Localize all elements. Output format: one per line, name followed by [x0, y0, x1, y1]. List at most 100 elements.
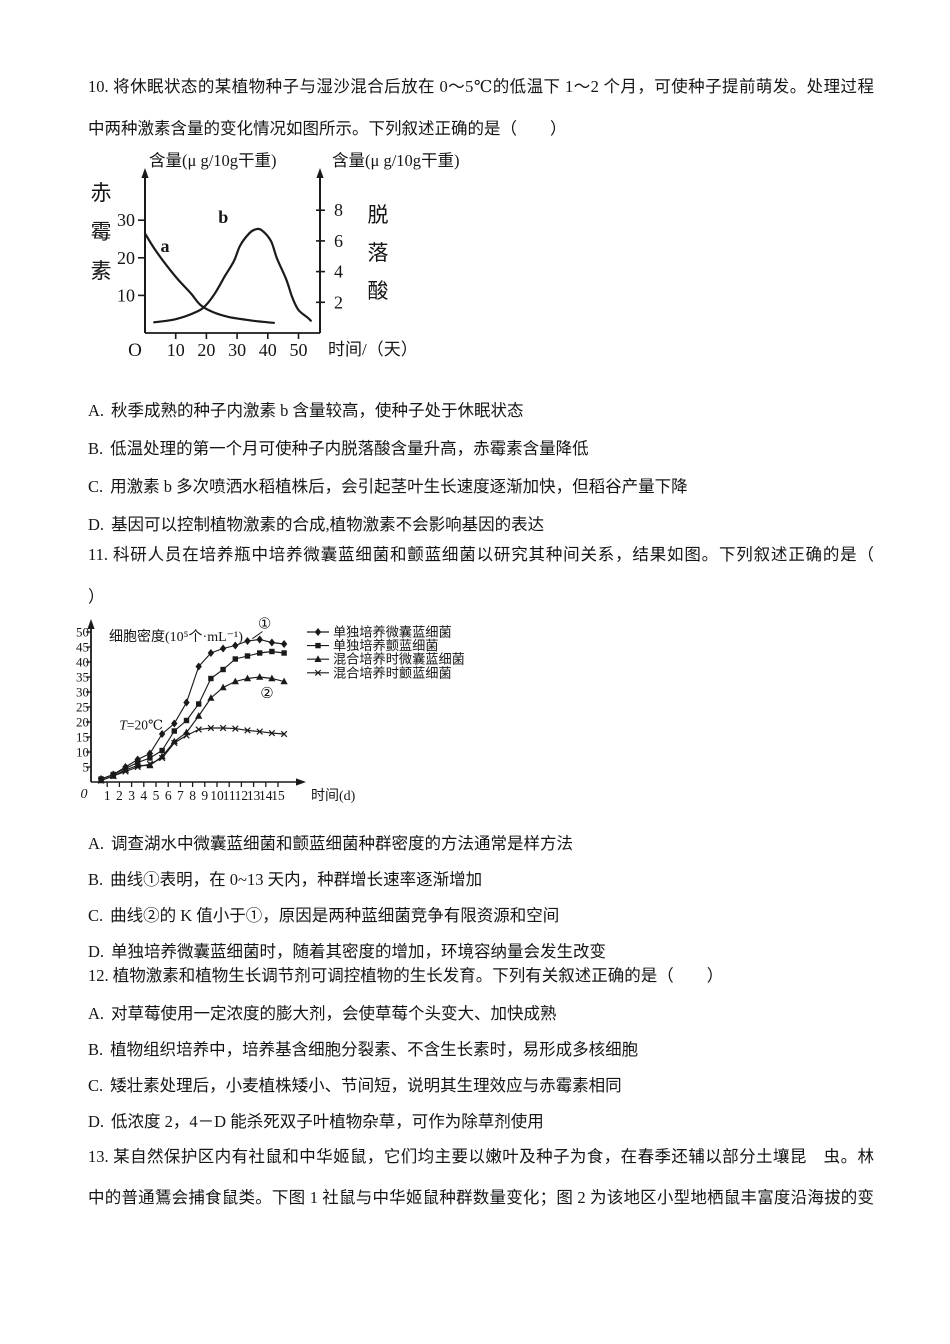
- option-text: 低浓度 2，4－D 能杀死双子叶植物杂草，可作为除草剂使用: [111, 1112, 544, 1131]
- svg-text:5: 5: [153, 788, 160, 803]
- svg-text:50: 50: [76, 625, 89, 640]
- question-10-line-1: 10. 将休眠状态的某植物种子与湿沙混合后放在 0～5℃的低温下 1～2 个月，…: [88, 77, 874, 96]
- svg-text:30: 30: [228, 340, 246, 360]
- svg-text:6: 6: [334, 231, 343, 251]
- question-13-line-2: 中的普通鵟会捕食鼠类。下图 1 社鼠与中华姬鼠种群数量变化；图 2 为该地区小型…: [88, 1188, 874, 1207]
- svg-text:赤: 赤: [91, 181, 112, 205]
- svg-text:酸: 酸: [368, 279, 389, 303]
- option-10-b: B. 低温处理的第一个月可使种子内脱落酸含量升高，赤霉素含量降低: [88, 430, 874, 468]
- option-11-a: A. 调查湖水中微囊蓝细菌和颤蓝细菌种群密度的方法通常是样方法: [88, 826, 874, 862]
- svg-text:3: 3: [128, 788, 135, 803]
- svg-text:10: 10: [210, 788, 224, 803]
- svg-text:2: 2: [334, 292, 343, 312]
- svg-text:4: 4: [334, 262, 343, 282]
- option-label: D.: [88, 515, 105, 534]
- svg-text:50: 50: [290, 340, 308, 360]
- svg-text:2: 2: [116, 788, 123, 803]
- option-text: 调查湖水中微囊蓝细菌和颤蓝细菌种群密度的方法通常是样方法: [111, 834, 574, 853]
- svg-text:脱: 脱: [368, 203, 389, 227]
- svg-text:T=20℃: T=20℃: [119, 718, 163, 733]
- svg-text:45: 45: [76, 640, 89, 655]
- question-13-line-1: 13. 某自然保护区内有社鼠和中华姬鼠，它们均主要以嫩叶及种子为食，在春季还辅以…: [88, 1147, 874, 1166]
- option-10-a: A. 秋季成熟的种子内激素 b 含量较高，使种子处于休眠状态: [88, 392, 874, 430]
- question-11-stem: 11. 科研人员在培养瓶中培养微囊蓝细菌和颤蓝细菌以研究其种间关系，结果如图。下…: [88, 534, 874, 618]
- question-10-stem: 10. 将休眠状态的某植物种子与湿沙混合后放在 0～5℃的低温下 1～2 个月，…: [88, 66, 874, 150]
- option-11-c: C. 曲线②的 K 值小于①，原因是两种蓝细菌竞争有限资源和空间: [88, 898, 874, 934]
- svg-text:12: 12: [235, 788, 249, 803]
- option-label: B.: [88, 439, 104, 458]
- option-text: 矮壮素处理后，小麦植株矮小、节间短，说明其生理效应与赤霉素相同: [110, 1076, 622, 1095]
- svg-text:a: a: [160, 236, 169, 256]
- svg-text:40: 40: [259, 340, 277, 360]
- svg-text:O: O: [128, 340, 142, 361]
- svg-text:1: 1: [104, 788, 111, 803]
- question-12-stem: 12. 植物激素和植物生长调节剂可调控植物的生长发育。下列有关叙述正确的是（ ）: [88, 958, 874, 994]
- svg-text:11: 11: [223, 788, 236, 803]
- svg-text:8: 8: [189, 788, 196, 803]
- svg-text:单独培养颤蓝细菌: 单独培养颤蓝细菌: [333, 638, 439, 653]
- svg-text:含量(μ g/10g干重): 含量(μ g/10g干重): [149, 151, 277, 170]
- hormone-content-chart: 10 20 30 2 4 6 8 10 20 30 40 50 O 时间/（天） 含量(μ g/10g干重)…: [91, 151, 460, 361]
- svg-text:单独培养微囊蓝细菌: 单独培养微囊蓝细菌: [333, 624, 452, 640]
- svg-text:时间/（天）: 时间/（天）: [328, 340, 418, 359]
- svg-text:15: 15: [271, 788, 285, 803]
- svg-text:①: ①: [258, 617, 271, 633]
- svg-text:混合培养时颤蓝细菌: 混合培养时颤蓝细菌: [333, 665, 452, 680]
- svg-text:30: 30: [76, 685, 89, 700]
- option-12-c: C. 矮壮素处理后，小麦植株矮小、节间短，说明其生理效应与赤霉素相同: [88, 1068, 874, 1104]
- svg-text:25: 25: [76, 700, 89, 715]
- option-text: 曲线①表明，在 0~13 天内，种群增长速率逐渐增加: [110, 870, 483, 889]
- svg-text:15: 15: [76, 730, 89, 745]
- option-12-a: A. 对草莓使用一定浓度的膨大剂，会使草莓个头变大、加快成熟: [88, 996, 874, 1032]
- question-12-options: A. 对草莓使用一定浓度的膨大剂，会使草莓个头变大、加快成熟 B. 植物组织培养中，…: [88, 996, 874, 1140]
- svg-text:5: 5: [83, 760, 90, 775]
- option-text: 基因可以控制植物激素的合成,植物激素不会影响基因的表达: [111, 515, 545, 534]
- option-label: A.: [88, 834, 105, 853]
- option-label: D.: [88, 1112, 105, 1131]
- option-10-d: D. 基因可以控制植物激素的合成,植物激素不会影响基因的表达: [88, 506, 874, 544]
- option-text: 低温处理的第一个月可使种子内脱落酸含量升高，赤霉素含量降低: [110, 439, 589, 458]
- svg-text:4: 4: [140, 788, 147, 803]
- option-12-b: B. 植物组织培养中，培养基含细胞分裂素、不含生长素时，易形成多核细胞: [88, 1032, 874, 1068]
- option-12-d: D. 低浓度 2，4－D 能杀死双子叶植物杂草，可作为除草剂使用: [88, 1104, 874, 1140]
- svg-text:混合培养时微囊蓝细菌: 混合培养时微囊蓝细菌: [333, 651, 465, 667]
- svg-text:20: 20: [117, 248, 135, 268]
- svg-text:含量(μ g/10g干重): 含量(μ g/10g干重): [332, 151, 460, 170]
- question-10-line-2: 中两种激素含量的变化情况如图所示。下列叙述正确的是（ ）: [88, 119, 567, 138]
- option-text: 植物组织培养中，培养基含细胞分裂素、不含生长素时，易形成多核细胞: [110, 1040, 639, 1059]
- option-label: D.: [88, 942, 105, 961]
- svg-text:20: 20: [76, 715, 89, 730]
- question-11-options: A. 调查湖水中微囊蓝细菌和颤蓝细菌种群密度的方法通常是样方法 B. 曲线①表明，在…: [88, 826, 874, 970]
- svg-text:0: 0: [81, 787, 88, 802]
- svg-text:10: 10: [117, 285, 135, 305]
- option-text: 单独培养微囊蓝细菌时，随着其密度的增加，环境容纳量会发生改变: [111, 942, 607, 961]
- question-11-line-1: 11. 科研人员在培养瓶中培养微囊蓝细菌和颤蓝细菌以研究其种间关系，结果如图。下…: [88, 545, 874, 564]
- option-label: A.: [88, 401, 105, 420]
- svg-text:时间(d): 时间(d): [311, 788, 356, 804]
- svg-text:40: 40: [76, 655, 89, 670]
- svg-text:素: 素: [91, 259, 112, 283]
- svg-text:细胞密度(10⁵个·mL⁻¹): 细胞密度(10⁵个·mL⁻¹): [109, 628, 243, 645]
- question-10-options: A. 秋季成熟的种子内激素 b 含量较高，使种子处于休眠状态 B. 低温处理的第一个…: [88, 392, 874, 544]
- svg-text:b: b: [218, 207, 228, 227]
- svg-text:35: 35: [76, 670, 89, 685]
- option-text: 用激素 b 多次喷洒水稻植株后，会引起茎叶生长速度逐渐加快，但稻谷产量下降: [110, 477, 688, 496]
- svg-text:9: 9: [201, 788, 208, 803]
- option-text: 对草莓使用一定浓度的膨大剂，会使草莓个头变大、加快成熟: [111, 1004, 557, 1023]
- svg-text:落: 落: [368, 241, 389, 265]
- option-11-d: D. 单独培养微囊蓝细菌时，随着其密度的增加，环境容纳量会发生改变: [88, 934, 874, 970]
- option-text: 曲线②的 K 值小于①，原因是两种蓝细菌竞争有限资源和空间: [110, 906, 560, 925]
- question-13-stem: 13. 某自然保护区内有社鼠和中华姬鼠，它们均主要以嫩叶及种子为食，在春季还辅以…: [88, 1136, 874, 1218]
- question-11-line-2: ）: [88, 587, 105, 606]
- option-text: 秋季成熟的种子内激素 b 含量较高，使种子处于休眠状态: [111, 401, 524, 420]
- svg-text:14: 14: [259, 788, 273, 803]
- option-label: C.: [88, 906, 104, 925]
- svg-text:20: 20: [197, 340, 215, 360]
- option-label: C.: [88, 477, 104, 496]
- option-10-c: C. 用激素 b 多次喷洒水稻植株后，会引起茎叶生长速度逐渐加快，但稻谷产量下降: [88, 468, 874, 506]
- option-label: B.: [88, 1040, 104, 1059]
- svg-text:10: 10: [167, 340, 185, 360]
- option-11-b: B. 曲线①表明，在 0~13 天内，种群增长速率逐渐增加: [88, 862, 874, 898]
